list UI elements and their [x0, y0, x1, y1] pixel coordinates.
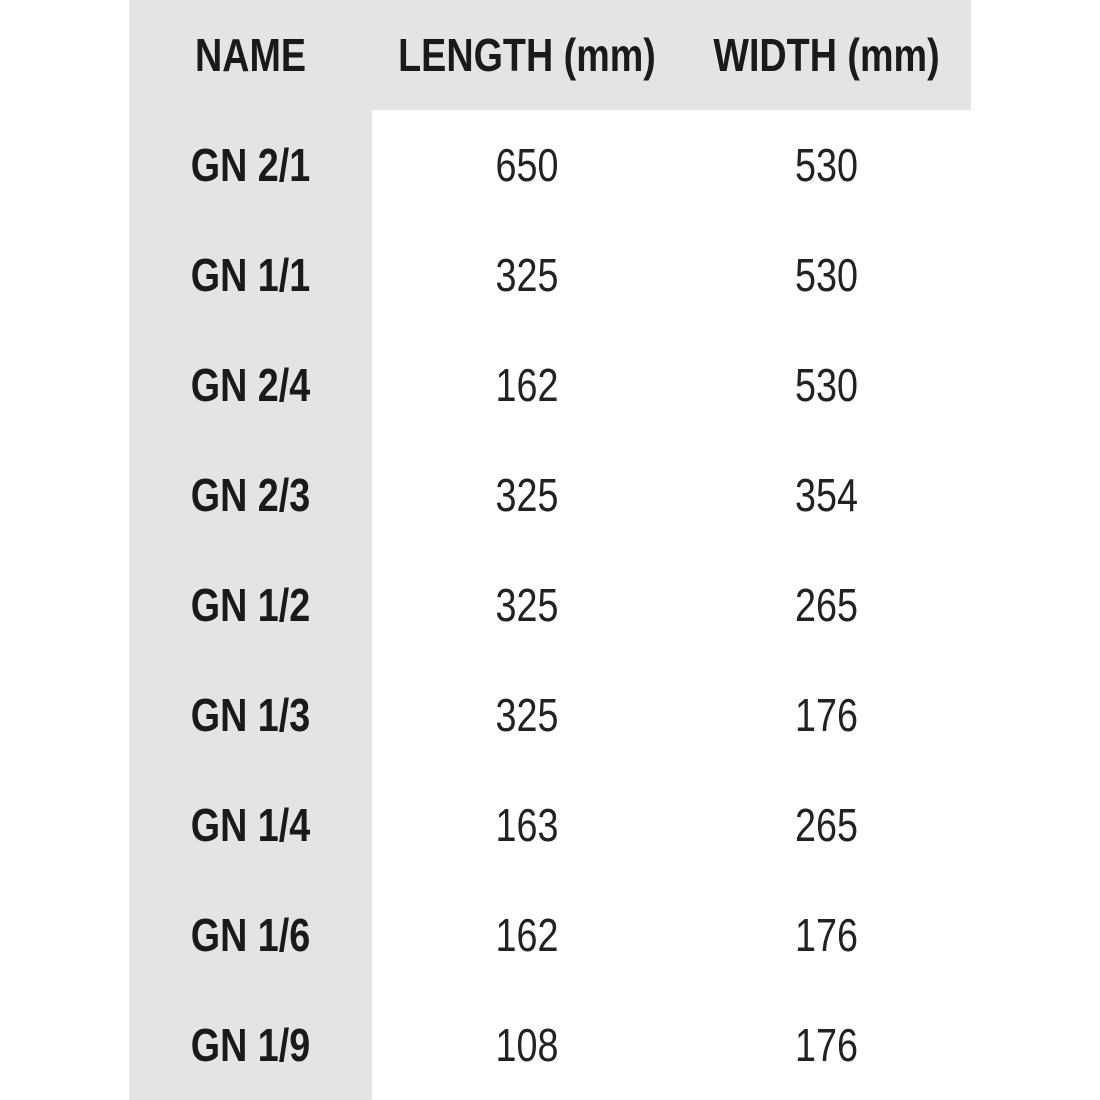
length-cell: 163	[495, 799, 559, 851]
length-cell: 650	[495, 139, 559, 191]
length-cell: 325	[495, 469, 559, 521]
width-cell: 265	[795, 799, 858, 851]
table-row: GN 1/9 108 176	[129, 990, 971, 1100]
name-cell: GN 1/3	[190, 689, 311, 741]
header-row: NAME LENGTH (mm) WIDTH (mm)	[129, 0, 971, 110]
width-cell: 176	[795, 1019, 858, 1071]
table-row: GN 2/3 325 354	[129, 440, 971, 550]
length-cell: 162	[495, 359, 559, 411]
table-row: GN 1/1 325 530	[129, 220, 971, 330]
name-cell: GN 2/3	[190, 469, 311, 521]
width-cell: 530	[795, 359, 858, 411]
width-cell: 354	[795, 469, 858, 521]
table-row: GN 1/2 325 265	[129, 550, 971, 660]
width-cell: 265	[795, 579, 858, 631]
name-cell: GN 1/4	[190, 799, 311, 851]
length-cell: 325	[495, 249, 559, 301]
table-row: GN 1/3 325 176	[129, 660, 971, 770]
name-cell: GN 2/1	[190, 139, 311, 191]
table-row: GN 1/6 162 176	[129, 880, 971, 990]
width-cell: 176	[795, 689, 858, 741]
name-column-background	[129, 110, 372, 1100]
name-cell: GN 1/1	[190, 249, 311, 301]
width-cell: 530	[795, 139, 858, 191]
length-cell: 325	[495, 579, 559, 631]
table-row: GN 2/1 650 530	[129, 110, 971, 220]
name-cell: GN 1/2	[190, 579, 311, 631]
table-row: GN 2/4 162 530	[129, 330, 971, 440]
length-cell: 108	[495, 1019, 559, 1071]
width-cell: 530	[795, 249, 858, 301]
name-cell: GN 1/6	[190, 909, 311, 961]
name-cell: GN 2/4	[190, 359, 311, 411]
header-width: WIDTH (mm)	[713, 29, 940, 81]
length-cell: 162	[495, 909, 559, 961]
width-cell: 176	[795, 909, 858, 961]
name-cell: GN 1/9	[190, 1019, 311, 1071]
header-name: NAME	[194, 29, 307, 81]
length-cell: 325	[495, 689, 559, 741]
table-row: GN 1/4 163 265	[129, 770, 971, 880]
header-length: LENGTH (mm)	[398, 29, 656, 81]
